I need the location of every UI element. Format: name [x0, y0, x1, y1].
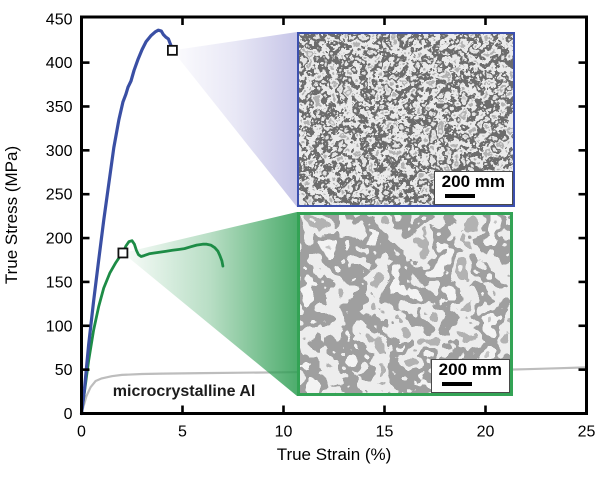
y-tick-label: 400: [46, 55, 73, 72]
y-tick-label: 150: [46, 274, 73, 291]
scale-bar-box: 200 mm: [433, 171, 513, 205]
y-axis-title: True Stress (MPa): [2, 146, 21, 284]
axes-frame: [80, 15, 588, 415]
x-tick-label: 25: [578, 424, 596, 441]
micrograph-inset-coarse-grain: 200 mm: [297, 212, 513, 396]
fracture-marker: [166, 44, 178, 56]
scale-bar-box: 200 mm: [430, 359, 510, 393]
y-tick-label: 200: [46, 231, 73, 248]
x-tick-label: 10: [275, 424, 293, 441]
x-tick-label: 20: [477, 424, 495, 441]
y-tick-label: 0: [64, 406, 73, 423]
y-tick-label: 450: [46, 11, 73, 28]
curve-blue-curve: [79, 28, 176, 416]
callout-wedge-bottom: [122, 212, 297, 396]
microcrystalline-al-label: microcrystalline Al: [113, 383, 256, 400]
scale-bar: [444, 194, 475, 198]
curve-green-curve: [80, 239, 225, 415]
callout-wedge-top: [172, 32, 297, 207]
stress-curves: [79, 28, 225, 416]
callout-wedges: [122, 32, 297, 396]
fracture-marker: [117, 247, 129, 259]
y-tick-label: 300: [46, 143, 73, 160]
scale-bar: [441, 382, 472, 386]
x-tick-label: 5: [178, 424, 187, 441]
scale-bar-label: 200 mm: [441, 172, 505, 192]
x-axis-title: True Strain (%): [277, 445, 392, 464]
x-tick-label: 0: [77, 424, 86, 441]
y-tick-label: 350: [46, 99, 73, 116]
micrograph-inset-fine-grain: 200 mm: [297, 32, 515, 207]
scale-bar-label: 200 mm: [438, 360, 502, 380]
fracture-point-markers: [117, 44, 178, 259]
y-tick-label: 100: [46, 318, 73, 335]
plot-frame: [80, 15, 588, 415]
x-tick-label: 15: [376, 424, 394, 441]
y-tick-label: 50: [55, 362, 73, 379]
y-tick-label: 250: [46, 187, 73, 204]
